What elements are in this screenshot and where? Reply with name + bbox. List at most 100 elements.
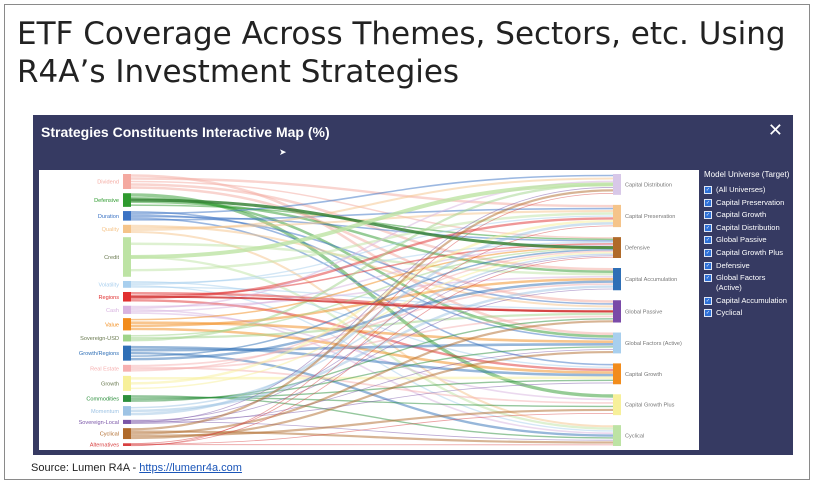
sankey-link[interactable] (130, 246, 614, 321)
target-node[interactable] (613, 268, 621, 291)
target-node[interactable] (613, 425, 621, 446)
checkbox-icon[interactable]: ✓ (704, 223, 712, 232)
sankey-link[interactable] (130, 219, 614, 385)
sankey-link[interactable] (130, 244, 614, 313)
legend-item[interactable]: ✓ Capital Accumulation (704, 296, 792, 306)
sankey-link[interactable] (130, 412, 614, 445)
sankey-link[interactable] (130, 224, 614, 308)
sankey-link[interactable] (130, 366, 614, 404)
sankey-link[interactable] (130, 212, 614, 272)
source-link[interactable]: https://lumenr4a.com (139, 462, 242, 474)
source-node-label: Growth/Regions (79, 351, 119, 357)
checkbox-icon[interactable]: ✓ (704, 248, 712, 257)
legend-label: Capital Preservation (716, 197, 785, 207)
source-node[interactable] (123, 305, 131, 314)
legend-item[interactable]: ✓ Capital Growth (704, 210, 792, 220)
sankey-link[interactable] (130, 342, 614, 352)
legend-item[interactable]: ✓ Capital Distribution (704, 223, 792, 233)
source-node[interactable] (123, 406, 131, 416)
source-label: Source: Lumen R4A - (31, 462, 140, 474)
sankey-link[interactable] (130, 320, 614, 435)
sankey-link[interactable] (130, 283, 614, 367)
sankey-link[interactable] (130, 318, 614, 402)
source-node[interactable] (123, 174, 131, 190)
close-icon[interactable]: ✕ (767, 120, 783, 140)
legend-label: Capital Distribution (716, 222, 780, 232)
sankey-link[interactable] (130, 309, 614, 435)
checkbox-icon[interactable]: ✓ (704, 198, 712, 207)
sankey-link[interactable] (130, 217, 614, 300)
slide-frame: ETF Coverage Across Themes, Sectors, etc… (4, 4, 810, 480)
sankey-link[interactable] (130, 230, 614, 428)
source-node[interactable] (123, 224, 131, 233)
sankey-link[interactable] (130, 174, 614, 215)
legend-item[interactable]: ✓ Capital Preservation (704, 198, 792, 208)
sankey-link-highlight[interactable] (130, 295, 614, 313)
sankey-link[interactable] (130, 421, 614, 441)
sankey-link[interactable] (130, 349, 614, 425)
checkbox-icon[interactable]: ✓ (704, 186, 712, 194)
sankey-link[interactable] (130, 253, 614, 409)
target-node[interactable] (613, 237, 621, 258)
legend-item[interactable]: ✓ Global Factors (Active) (704, 273, 792, 293)
legend-item[interactable]: ✓ (All Universes) (704, 185, 792, 195)
source-node[interactable] (123, 280, 131, 288)
sankey-link[interactable] (130, 200, 614, 273)
checkbox-icon[interactable]: ✓ (704, 296, 712, 305)
target-node[interactable] (613, 394, 621, 416)
target-node[interactable] (613, 363, 621, 385)
source-node[interactable] (123, 345, 131, 361)
source-node[interactable] (123, 443, 131, 446)
sankey-link[interactable] (130, 183, 614, 342)
sankey-svg[interactable]: Dividend Defensive Duration Quality Credit Vo… (39, 170, 699, 450)
sankey-link[interactable] (130, 222, 614, 416)
target-node[interactable] (613, 174, 621, 195)
sankey-link[interactable] (130, 255, 614, 422)
sankey-link[interactable] (130, 177, 614, 208)
target-node-label: Defensive (625, 246, 650, 252)
checkbox-icon[interactable]: ✓ (704, 261, 712, 270)
sankey-link[interactable] (130, 177, 614, 231)
sankey-link[interactable] (130, 286, 614, 310)
sankey-link-highlight[interactable] (130, 182, 614, 259)
sankey-link[interactable] (130, 256, 614, 446)
legend-item[interactable]: ✓ Capital Growth Plus (704, 248, 792, 258)
checkbox-icon[interactable]: ✓ (704, 236, 712, 245)
source-node[interactable] (123, 428, 131, 440)
checkbox-icon[interactable]: ✓ (704, 211, 712, 220)
checkbox-icon[interactable]: ✓ (704, 309, 712, 318)
source-node[interactable] (123, 211, 131, 221)
legend-item[interactable]: ✓ Cyclical (704, 308, 792, 318)
sankey-link[interactable] (130, 207, 614, 221)
source-node[interactable] (123, 419, 131, 424)
source-node-label: Cyclical (100, 432, 119, 438)
sankey-link[interactable] (130, 189, 614, 431)
sankey-link[interactable] (130, 312, 614, 340)
source-line: Source: Lumen R4A - https://lumenr4a.com (31, 462, 242, 474)
sankey-link[interactable] (130, 252, 614, 390)
source-node[interactable] (123, 395, 131, 402)
sankey-link[interactable] (130, 315, 614, 370)
sankey-link-highlight[interactable] (130, 198, 614, 250)
source-node[interactable] (123, 375, 131, 391)
sankey-link[interactable] (130, 382, 614, 421)
sankey-link[interactable] (130, 192, 614, 447)
source-node[interactable] (123, 193, 131, 207)
source-node[interactable] (123, 318, 131, 331)
sankey-link[interactable] (130, 350, 614, 440)
target-node[interactable] (613, 332, 621, 354)
source-node[interactable] (123, 291, 131, 302)
source-node[interactable] (123, 364, 131, 372)
sankey-link[interactable] (130, 215, 614, 242)
legend-item[interactable]: ✓ Global Passive (704, 235, 792, 245)
checkbox-icon[interactable]: ✓ (704, 274, 712, 283)
source-node[interactable] (123, 237, 131, 277)
source-node[interactable] (123, 334, 131, 342)
source-node-label: Commodities (86, 397, 119, 403)
sankey-link[interactable] (130, 180, 614, 239)
legend-item[interactable]: ✓ Defensive (704, 261, 792, 271)
sankey-chart[interactable]: Dividend Defensive Duration Quality Credit Vo… (39, 170, 699, 450)
target-node[interactable] (613, 204, 621, 228)
target-node[interactable] (613, 300, 621, 323)
sankey-link[interactable] (130, 215, 614, 286)
